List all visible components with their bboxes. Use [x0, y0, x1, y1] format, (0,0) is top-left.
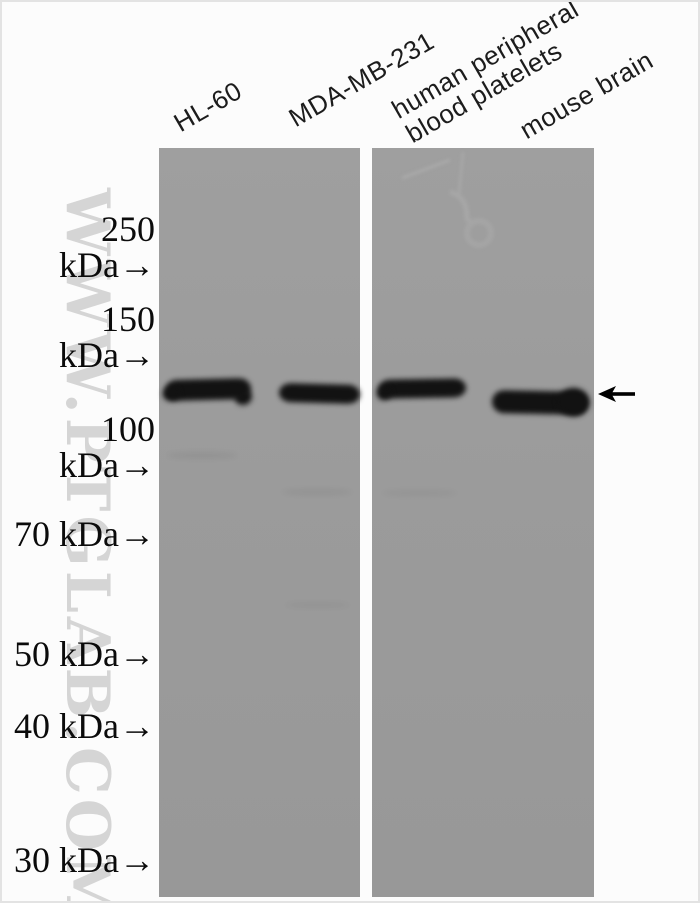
lane-label-human-peripheral-blood-platelets: human peripheral blood platelets [386, 0, 584, 149]
mw-marker-100kda: 100 kDa→ [59, 409, 155, 485]
band-indicator-arrow [598, 386, 635, 402]
mw-marker-50kda: 50 kDa→ [14, 634, 155, 674]
blot-membrane-right [372, 148, 594, 897]
blot-membrane-left [159, 148, 360, 897]
smudge-artifact [167, 452, 237, 459]
protein-band-lane2 [278, 382, 361, 405]
mw-marker-40kda: 40 kDa→ [14, 706, 155, 746]
lane-label-hl60: HL-60 [168, 75, 248, 138]
protein-band-lane3-edge [377, 387, 391, 400]
mw-marker-70kda: 70 kDa→ [14, 514, 155, 554]
watermark: WWW.PTGLAB.COM [52, 188, 122, 903]
mw-marker-150kda: 150 kDa→ [59, 299, 155, 375]
smudge-artifact [285, 602, 350, 608]
protein-band-lane1-edge [163, 387, 179, 401]
mw-marker-250kda: 250 kDa→ [59, 209, 155, 285]
protein-band-lane3 [377, 378, 467, 399]
smudge-artifact [382, 490, 457, 496]
smudge-artifact [282, 489, 352, 495]
mw-marker-30kda: 30 kDa→ [14, 840, 155, 880]
protein-band-lane4-blob [558, 388, 589, 416]
